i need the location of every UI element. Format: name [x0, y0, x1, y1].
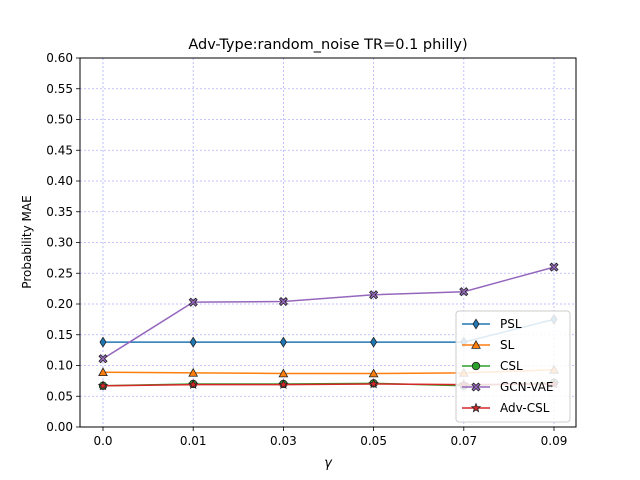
data-point	[278, 296, 288, 307]
y-tick-label: 0.45	[46, 143, 73, 157]
y-tick-label: 0.35	[46, 205, 73, 219]
data-point	[279, 336, 287, 348]
x-tick-label: 0.09	[541, 434, 568, 448]
data-point	[278, 379, 289, 390]
data-point	[98, 354, 108, 364]
legend-marker	[471, 382, 481, 392]
legend: PSL SL CSL GCN-VAE Adv-CSL	[455, 310, 571, 423]
legend-item: GCN-VAE	[462, 380, 554, 394]
y-tick-label: 0.60	[46, 51, 73, 65]
data-point	[188, 367, 199, 377]
data-point	[98, 367, 108, 377]
x-tick-label: 0.0	[93, 434, 112, 448]
legend-marker	[470, 402, 482, 413]
data-point	[368, 378, 379, 389]
data-point	[188, 297, 198, 307]
legend-item: SL	[462, 338, 515, 352]
y-tick-label: 0.00	[46, 420, 73, 434]
y-tick-label: 0.30	[46, 236, 73, 250]
y-tick-label: 0.20	[46, 297, 73, 311]
series-line	[102, 266, 555, 360]
data-point	[99, 336, 107, 348]
legend-label: GCN-VAE	[500, 380, 554, 394]
legend-marker	[472, 318, 480, 330]
x-axis: 0.0 0.01 0.03 0.05 0.07 0.09	[93, 427, 567, 448]
legend-item: PSL	[462, 317, 522, 331]
data-point	[368, 368, 379, 378]
y-axis: 0.00 0.05 0.10 0.15 0.20 0.25 0.30 0.35 0.40 0.45…	[46, 51, 80, 434]
legend-label: SL	[500, 338, 515, 352]
legend-marker	[471, 339, 481, 349]
legend-label: PSL	[500, 317, 522, 331]
data-point	[549, 262, 559, 272]
y-tick-label: 0.50	[46, 113, 73, 127]
legend-item: CSL	[462, 359, 523, 373]
y-tick-label: 0.15	[46, 328, 73, 342]
data-point	[369, 290, 379, 300]
x-tick-label: 0.01	[180, 434, 207, 448]
chart-title: Adv-Type:random_noise TR=0.1 philly)	[188, 37, 467, 53]
legend-label: CSL	[500, 359, 523, 373]
x-axis-label: γ	[324, 456, 333, 471]
data-point	[97, 380, 109, 391]
data-point	[187, 379, 199, 390]
y-tick-label: 0.40	[46, 174, 73, 188]
data-point	[370, 336, 378, 348]
y-tick-label: 0.10	[46, 359, 73, 373]
legend-marker	[471, 361, 481, 371]
y-tick-label: 0.25	[46, 266, 73, 280]
x-tick-label: 0.05	[360, 434, 387, 448]
y-tick-label: 0.55	[46, 82, 73, 96]
data-point	[459, 287, 469, 297]
data-point	[278, 368, 289, 378]
y-tick-label: 0.05	[46, 389, 73, 403]
legend-box	[455, 310, 571, 423]
y-axis-label: Probability MAE	[20, 195, 34, 288]
legend-label: Adv-CSL	[500, 401, 550, 415]
x-tick-label: 0.03	[270, 434, 297, 448]
data-point	[189, 336, 197, 348]
legend-item: Adv-CSL	[462, 401, 550, 415]
x-tick-label: 0.07	[450, 434, 477, 448]
series-gcn-vae	[98, 262, 559, 364]
